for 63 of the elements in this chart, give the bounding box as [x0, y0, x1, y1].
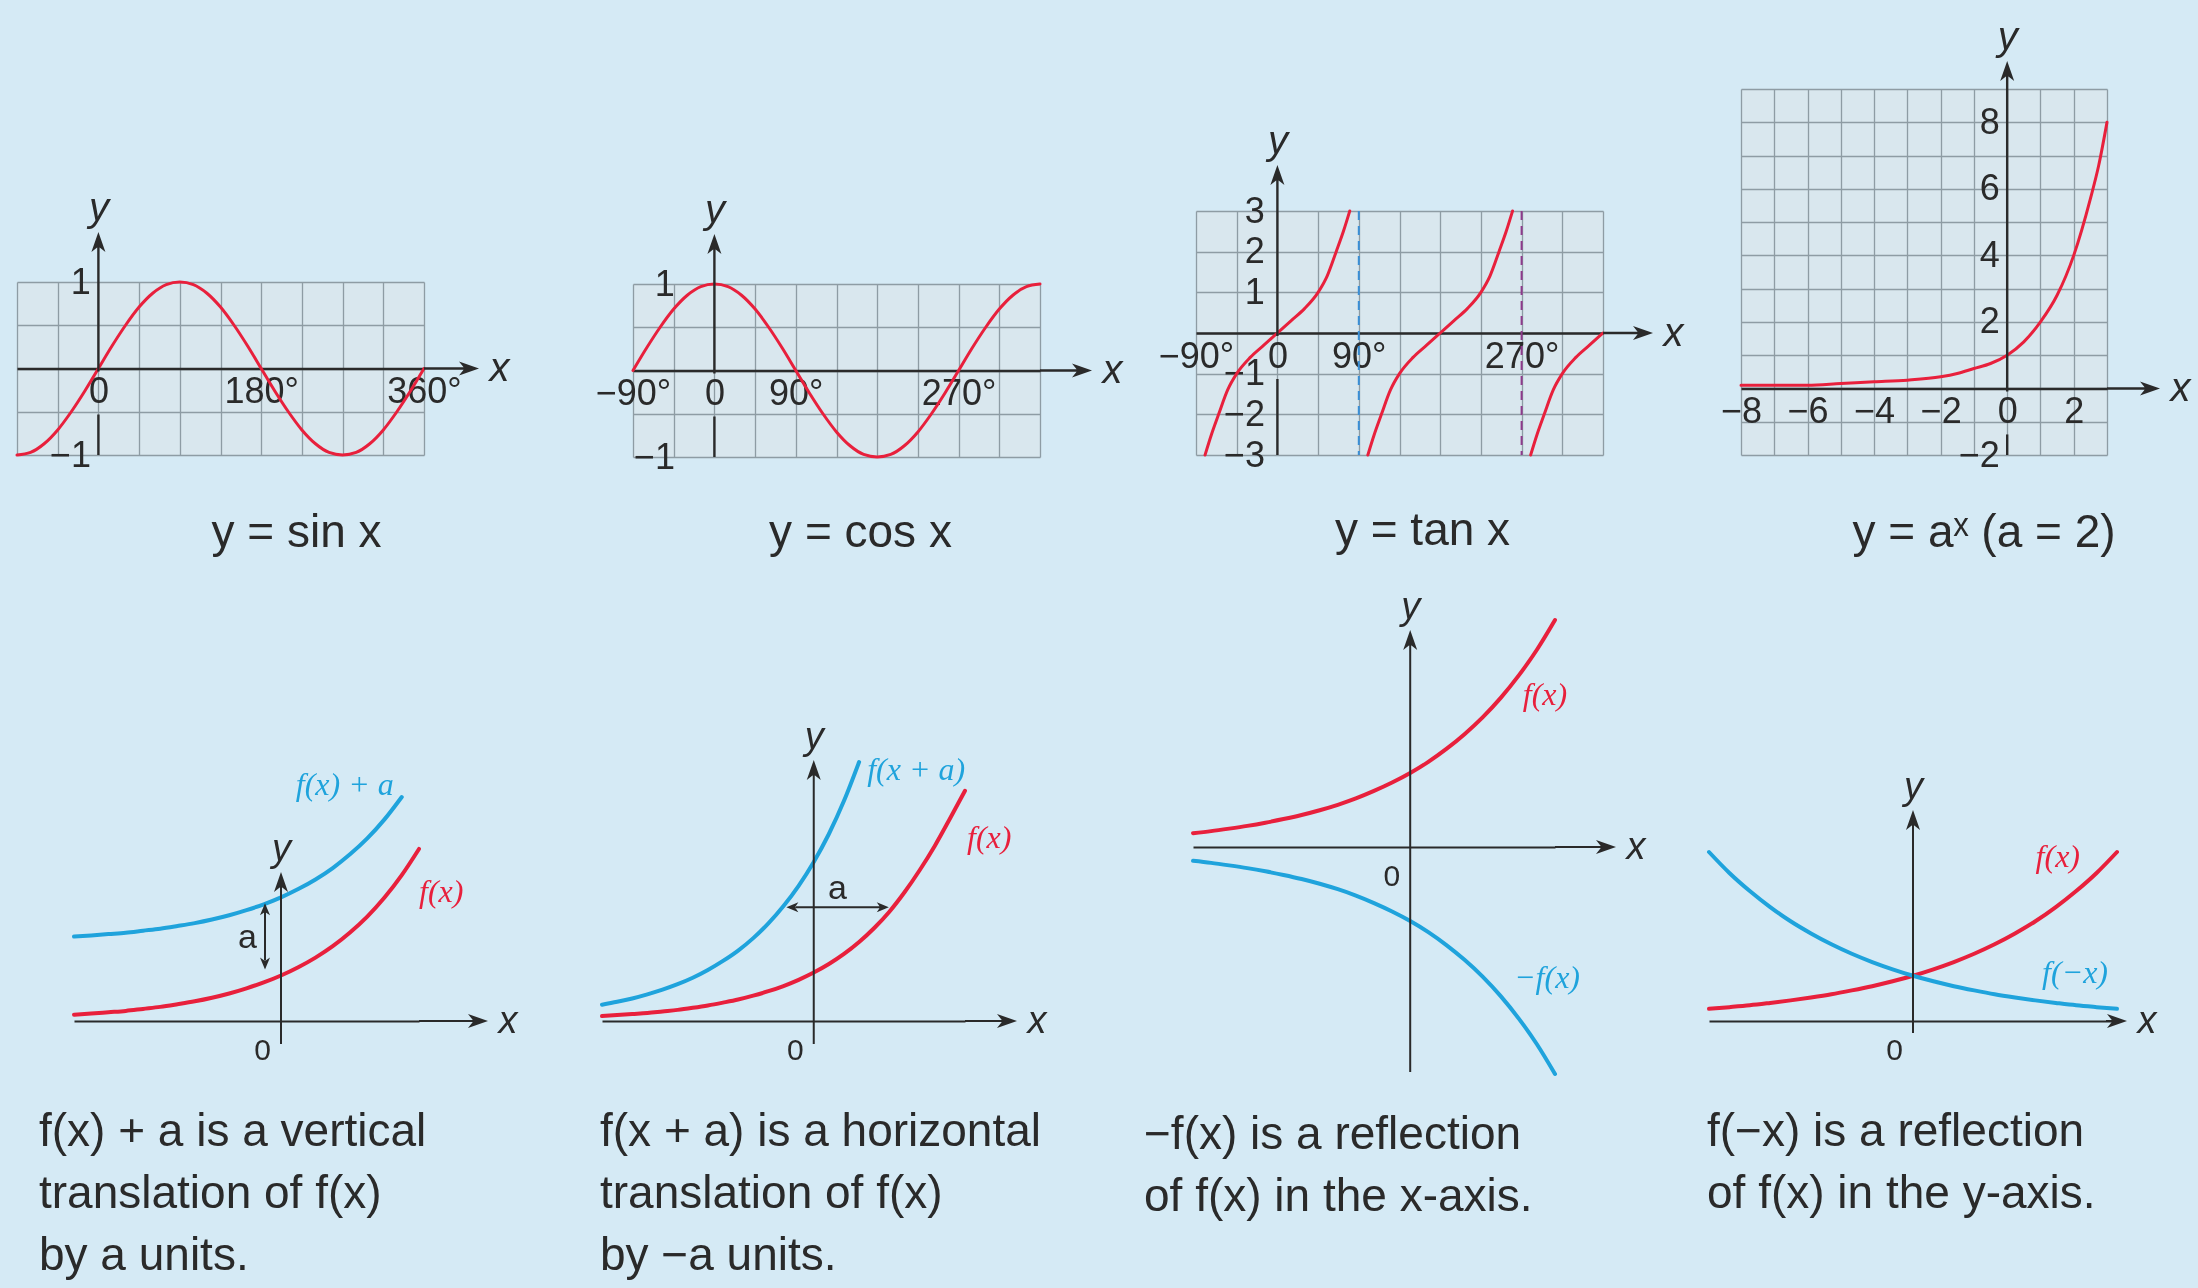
x-tick-label: 0	[1267, 334, 1288, 376]
annotation: a	[828, 868, 848, 907]
text: y = cos x	[769, 505, 952, 557]
text: y = tan x	[1334, 503, 1511, 555]
y-tick-label: −1	[633, 435, 675, 477]
x-axis-title: x	[487, 345, 512, 389]
x-axis-title: x	[2168, 364, 2193, 409]
text: −f(x) is a reflection of f(x) in the x-axis.	[1144, 1107, 1533, 1221]
x-tick-label: 0	[1997, 389, 2018, 431]
x-tick-label: −6	[1787, 389, 1829, 431]
series-label: f(x)	[2035, 838, 2080, 874]
y-tick-label: 1	[70, 260, 91, 302]
series-label: −f(x)	[1514, 959, 1580, 995]
y-axis-title: y	[1994, 13, 2021, 58]
series-label: f(x + a)	[867, 751, 966, 787]
y-tick-label: −2	[1958, 433, 2000, 475]
text: 0	[787, 1032, 804, 1066]
text: 0	[1886, 1032, 1903, 1066]
y-tick-label: −1	[49, 433, 91, 475]
annotation: 0	[1383, 858, 1401, 892]
x-tick-label: −8	[1720, 389, 1763, 431]
text: f(x + a) is a horizontal translation of f(x) by −a units.	[600, 1104, 1042, 1280]
y-tick-label: 2	[1979, 300, 2000, 342]
x-tick-label: 0	[88, 370, 109, 411]
annotation: a	[238, 917, 258, 956]
text: 0	[254, 1032, 271, 1066]
y-axis-title: y	[1901, 764, 1925, 807]
x-tick-label: 90°	[1332, 334, 1387, 376]
series-label: f(x) + a	[295, 766, 394, 802]
y-tick-label: 1	[1244, 270, 1265, 312]
x-axis-title: x	[1661, 309, 1686, 354]
y-axis-title: y	[85, 184, 112, 229]
y-tick-label: 6	[1979, 167, 2000, 209]
x-axis-title: x	[1624, 824, 1648, 867]
y-tick-label: −3	[1223, 433, 1265, 475]
y-axis-title: y	[701, 186, 728, 231]
y-axis-title: y	[1264, 117, 1291, 162]
y-tick-label: 4	[1979, 233, 2000, 275]
x-tick-label: 270°	[1484, 334, 1560, 376]
y-axis-title: y	[1398, 584, 1423, 627]
series-label: f(x)	[419, 872, 464, 909]
text: y = sin x	[211, 505, 382, 557]
x-tick-label: −90°	[595, 372, 672, 413]
x-axis-title: x	[496, 998, 520, 1041]
series-label: f(x)	[967, 818, 1012, 855]
x-axis-title: x	[1025, 998, 1049, 1041]
x-axis-title: x	[1100, 347, 1125, 391]
y-tick-label: 3	[1244, 189, 1265, 231]
x-tick-label: 0	[704, 372, 725, 413]
y-tick-label: 8	[1979, 100, 2000, 142]
text: f(−x) is a reflection of f(x) in the y-axis.	[1707, 1104, 2096, 1218]
x-tick-label: −4	[1854, 389, 1896, 431]
text: y = aˣ (a = 2)	[1852, 505, 2116, 557]
series-label: f(−x)	[2042, 953, 2108, 990]
text: f(x) + a is a vertical translation of f(x) by a units.	[39, 1104, 427, 1280]
y-axis-title: y	[269, 826, 293, 869]
x-tick-label: −2	[1920, 389, 1962, 431]
x-tick-label: 2	[2064, 389, 2085, 431]
y-axis-title: y	[801, 714, 826, 757]
y-tick-label: 2	[1244, 230, 1265, 272]
y-tick-label: 1	[654, 262, 675, 304]
x-axis-title: x	[2135, 998, 2159, 1041]
series-label: f(x)	[1522, 676, 1568, 712]
